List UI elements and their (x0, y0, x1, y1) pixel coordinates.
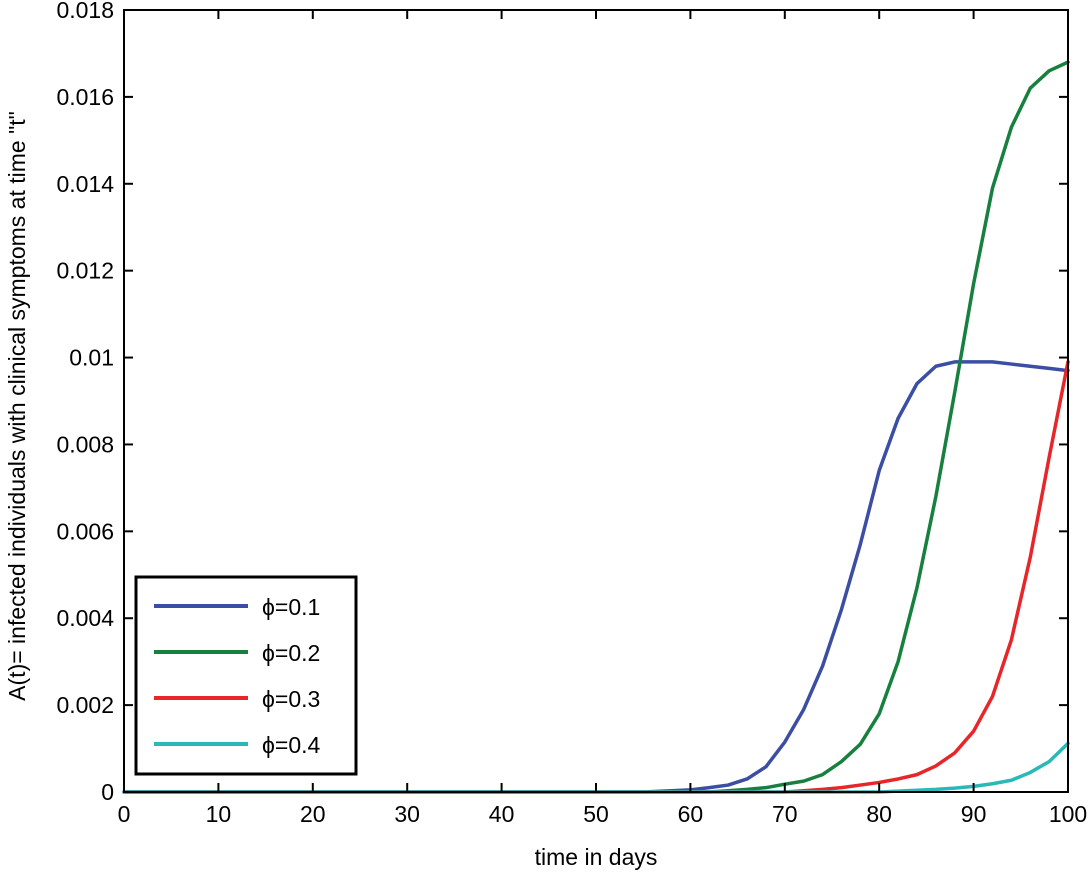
y-tick-label: 0.002 (56, 692, 114, 718)
x-tick-label: 10 (206, 801, 232, 827)
legend-label-4: ϕ=0.4 (262, 732, 320, 758)
x-tick-label: 80 (866, 801, 892, 827)
legend-label-2: ϕ=0.2 (262, 640, 320, 666)
legend-box (134, 575, 358, 776)
x-tick-label: 30 (394, 801, 420, 827)
y-tick-label: 0.008 (56, 431, 114, 457)
x-tick-label: 60 (678, 801, 704, 827)
y-tick-label: 0.004 (56, 605, 114, 631)
y-tick-label: 0.006 (56, 518, 114, 544)
series-line-2 (122, 60, 1070, 794)
axes-layer: 0 10 20 30 40 50 60 70 80 90 100 0 0.002 0.004 0.006 0.… (56, 0, 1087, 827)
legend-label-1: ϕ=0.1 (262, 594, 320, 620)
y-tick-label: 0.01 (69, 345, 114, 371)
legend: ϕ=0.1 ϕ=0.2 ϕ=0.3 ϕ=0.4 (134, 575, 358, 776)
series-line-3 (122, 360, 1070, 794)
y-tick-label: 0.012 (56, 258, 114, 284)
x-tick-label: 90 (961, 801, 987, 827)
x-tick-label: 40 (489, 801, 515, 827)
y-axis-title: A(t)= infected individuals with clinical… (4, 111, 30, 701)
y-tick-label: 0.014 (56, 171, 114, 197)
x-axis-title: time in days (535, 844, 658, 870)
y-tick-label: 0.018 (56, 0, 114, 23)
x-tick-label: 50 (583, 801, 609, 827)
y-tick-label: 0.016 (56, 84, 114, 110)
x-tick-label: 0 (118, 801, 131, 827)
legend-label-3: ϕ=0.3 (262, 686, 320, 712)
series-line-1 (122, 360, 1070, 794)
x-tick-label: 20 (300, 801, 326, 827)
y-tick-label: 0 (101, 779, 114, 805)
x-tick-label: 100 (1049, 801, 1087, 827)
x-tick-label: 70 (772, 801, 798, 827)
